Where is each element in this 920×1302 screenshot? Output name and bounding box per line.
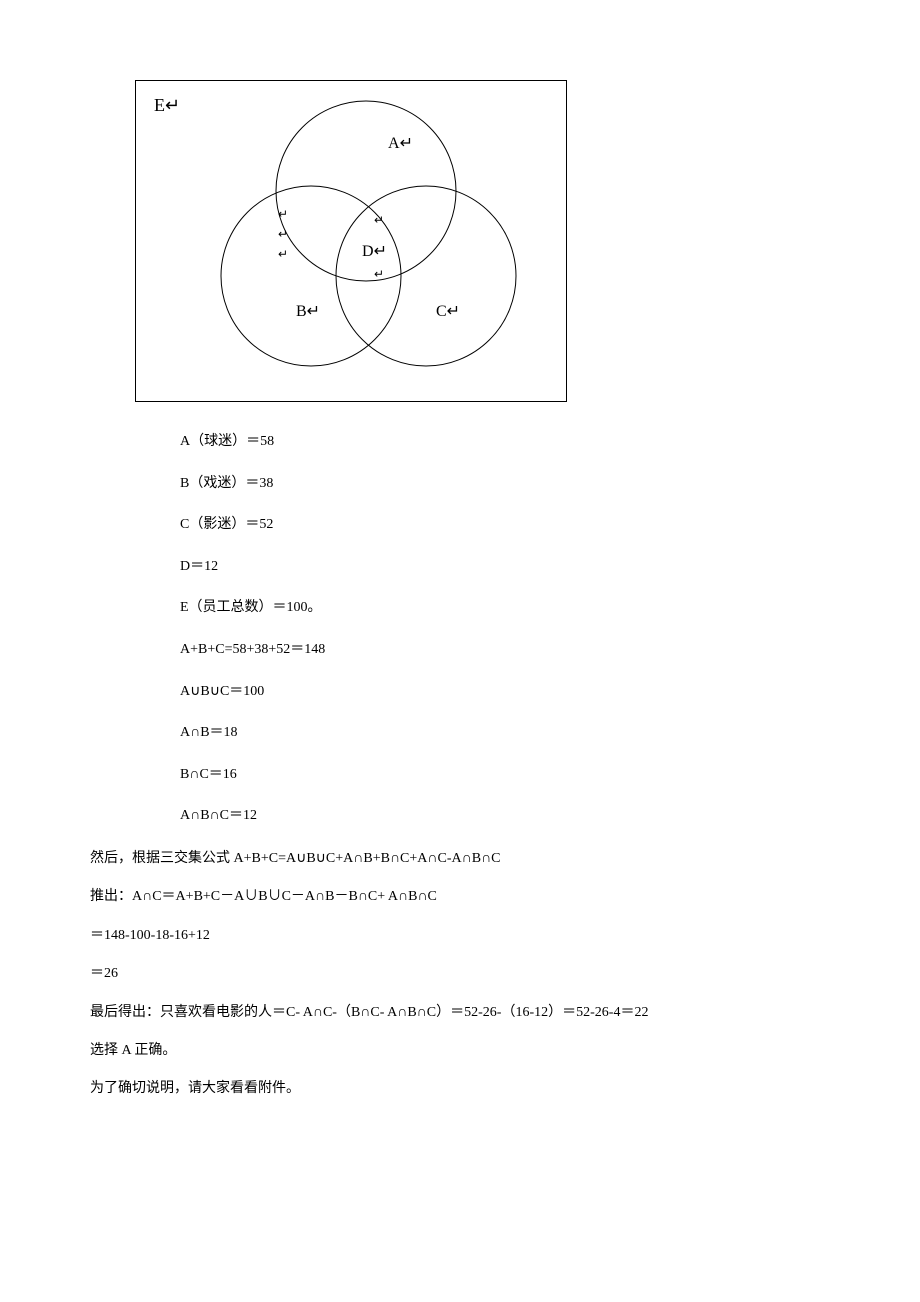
- def-line: C（影迷）＝52: [180, 515, 830, 535]
- body-line-5: 最后得出：只喜欢看电影的人＝C- A∩C-（B∩C- A∩B∩C）＝52-26-…: [90, 1002, 830, 1024]
- venn-mark-5: ↵: [374, 267, 384, 282]
- body-line-1: 然后，根据三交集公式 A+B+C=A∪B∪C+A∩B+B∩C+A∩C-A∩B∩C: [90, 848, 830, 870]
- def-line: A∩B∩C＝12: [180, 806, 830, 826]
- venn-label-a: A↵: [388, 133, 413, 153]
- def-line: D＝12: [180, 557, 830, 577]
- venn-diagram-box: E↵ A↵ B↵ C↵ D↵ ↵ ↵ ↵ ↵ ↵: [135, 80, 567, 402]
- def-line: A+B+C=58+38+52＝148: [180, 640, 830, 660]
- def-line: A∪B∪C＝100: [180, 682, 830, 702]
- venn-svg: [136, 81, 566, 401]
- venn-label-d: D↵: [362, 241, 387, 261]
- venn-mark-1: ↵: [278, 207, 288, 222]
- body-line-4: ＝26: [90, 963, 830, 985]
- def-line: A∩B＝18: [180, 723, 830, 743]
- venn-label-e: E↵: [154, 95, 180, 116]
- body-line-2: 推出：A∩C＝A+B+C－A∪B∪C－A∩B－B∩C+ A∩B∩C: [90, 886, 830, 908]
- def-line: E（员工总数）＝100。: [180, 598, 830, 618]
- venn-mark-4: ↵: [374, 213, 384, 228]
- body-line-7: 为了确切说明，请大家看看附件。: [90, 1078, 830, 1100]
- venn-mark-3: ↵: [278, 247, 288, 262]
- venn-mark-2: ↵: [278, 227, 288, 242]
- body-line-6: 选择 A 正确。: [90, 1040, 830, 1062]
- definitions-block: A（球迷）＝58 B（戏迷）＝38 C（影迷）＝52 D＝12 E（员工总数）＝…: [180, 432, 830, 826]
- def-line: A（球迷）＝58: [180, 432, 830, 452]
- body-line-3: ＝148-100-18-16+12: [90, 925, 830, 947]
- venn-label-c: C↵: [436, 301, 460, 321]
- def-line: B∩C＝16: [180, 765, 830, 785]
- derivation-block: 然后，根据三交集公式 A+B+C=A∪B∪C+A∩B+B∩C+A∩C-A∩B∩C…: [90, 848, 830, 1101]
- def-line: B（戏迷）＝38: [180, 474, 830, 494]
- venn-label-b: B↵: [296, 301, 320, 321]
